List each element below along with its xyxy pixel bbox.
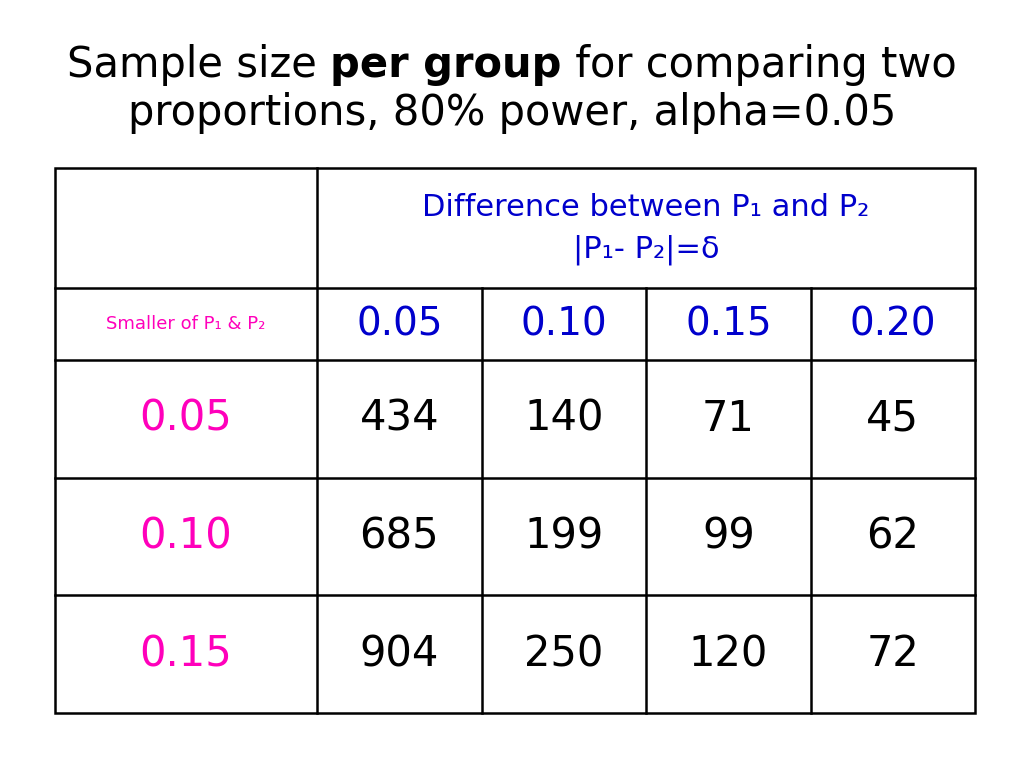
Text: 45: 45 — [866, 398, 920, 440]
Text: 72: 72 — [866, 633, 920, 675]
Text: 62: 62 — [866, 515, 920, 558]
Text: 199: 199 — [524, 515, 603, 558]
Text: 0.10: 0.10 — [520, 305, 607, 343]
Text: 0.20: 0.20 — [850, 305, 936, 343]
Text: 434: 434 — [359, 398, 439, 440]
Text: 0.10: 0.10 — [139, 515, 232, 558]
Text: 0.15: 0.15 — [685, 305, 772, 343]
Text: Sample size: Sample size — [68, 44, 331, 86]
Text: 904: 904 — [359, 633, 439, 675]
Text: 99: 99 — [701, 515, 755, 558]
Text: 0.05: 0.05 — [139, 398, 232, 440]
Text: proportions, 80% power, alpha=0.05: proportions, 80% power, alpha=0.05 — [128, 92, 896, 134]
Text: for comparing two: for comparing two — [562, 44, 956, 86]
Text: 0.15: 0.15 — [139, 633, 232, 675]
Text: Smaller of P₁ & P₂: Smaller of P₁ & P₂ — [106, 315, 266, 333]
Text: Difference between P₁ and P₂: Difference between P₁ and P₂ — [423, 194, 869, 223]
Text: 0.05: 0.05 — [356, 305, 442, 343]
Text: 250: 250 — [524, 633, 603, 675]
Text: 140: 140 — [524, 398, 603, 440]
Text: 685: 685 — [359, 515, 439, 558]
Text: per group: per group — [331, 44, 562, 86]
Text: 71: 71 — [701, 398, 755, 440]
Text: 120: 120 — [688, 633, 768, 675]
Text: |P₁- P₂|=δ: |P₁- P₂|=δ — [572, 235, 719, 265]
